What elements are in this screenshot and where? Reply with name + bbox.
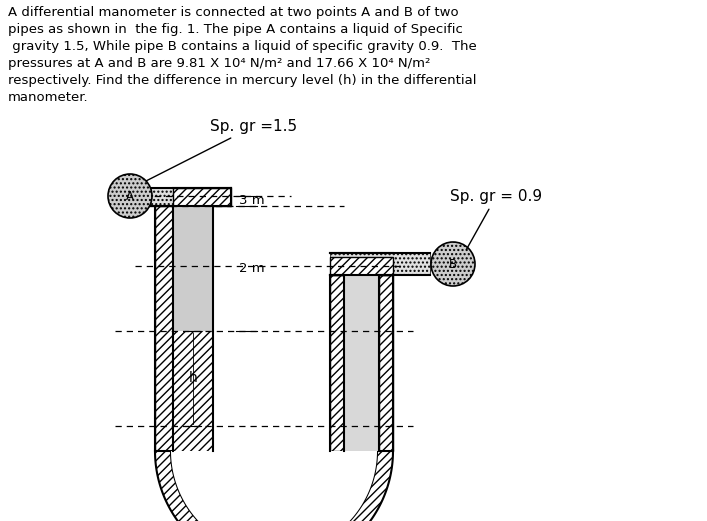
Bar xyxy=(148,188,231,206)
Text: B: B xyxy=(449,257,457,270)
Bar xyxy=(379,275,393,451)
Circle shape xyxy=(431,242,475,286)
Text: pipes as shown in  the fig. 1. The pipe A contains a liquid of Specific: pipes as shown in the fig. 1. The pipe A… xyxy=(8,23,463,36)
Text: manometer.: manometer. xyxy=(8,91,88,104)
Text: Sp. gr =1.5: Sp. gr =1.5 xyxy=(146,119,297,181)
Bar xyxy=(173,188,231,206)
Bar xyxy=(330,275,344,451)
Polygon shape xyxy=(155,451,393,521)
Bar xyxy=(155,206,173,451)
Text: gravity 1.5, While pipe B contains a liquid of specific gravity 0.9.  The: gravity 1.5, While pipe B contains a liq… xyxy=(8,40,477,53)
Bar xyxy=(173,206,213,331)
Text: 2 m: 2 m xyxy=(239,262,264,275)
Text: h: h xyxy=(189,371,197,386)
Text: Sp. gr = 0.9: Sp. gr = 0.9 xyxy=(450,189,542,250)
Bar xyxy=(330,257,393,275)
Bar xyxy=(173,331,213,451)
Bar xyxy=(344,275,379,451)
Text: 3 m: 3 m xyxy=(239,194,264,207)
Text: A: A xyxy=(126,190,134,203)
Text: pressures at A and B are 9.81 X 10⁴ N/m² and 17.66 X 10⁴ N/m²: pressures at A and B are 9.81 X 10⁴ N/m²… xyxy=(8,57,431,70)
Text: A differential manometer is connected at two points A and B of two: A differential manometer is connected at… xyxy=(8,6,459,19)
Circle shape xyxy=(108,174,152,218)
Polygon shape xyxy=(171,451,377,521)
Text: respectively. Find the difference in mercury level (h) in the differential: respectively. Find the difference in mer… xyxy=(8,74,477,87)
Bar xyxy=(330,253,430,275)
